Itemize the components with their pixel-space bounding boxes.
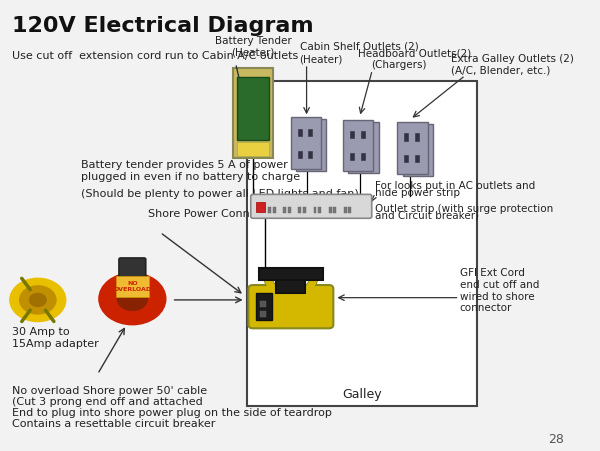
Bar [273,207,276,213]
Text: 28: 28 [548,433,564,446]
Text: Extra Galley Outlets (2): Extra Galley Outlets (2) [451,54,574,64]
Bar [298,151,302,158]
FancyBboxPatch shape [251,194,372,218]
Bar [349,121,379,173]
Bar [233,68,274,158]
Bar [410,135,413,143]
Bar [366,155,370,162]
Bar [303,152,307,160]
Text: 120V Electrical Diagram: 120V Electrical Diagram [11,16,313,36]
Bar [415,133,419,141]
Text: Contains a resettable circuit breaker: Contains a resettable circuit breaker [11,419,215,429]
Text: Cabin Shelf Outlets (2): Cabin Shelf Outlets (2) [299,42,418,52]
Bar [116,276,149,297]
Bar [334,207,336,213]
Bar [256,293,272,320]
Circle shape [29,294,46,306]
Text: NO
OVERLOAD: NO OVERLOAD [113,281,151,291]
Bar [277,277,305,293]
Bar [268,207,271,213]
Bar [344,207,347,213]
Bar [349,207,352,213]
Text: (A/C, Blender, etc.): (A/C, Blender, etc.) [451,65,550,75]
Text: No overload Shore power 50' cable: No overload Shore power 50' cable [11,386,207,396]
Bar [308,129,313,136]
Bar [260,301,266,307]
Bar [350,153,354,160]
Text: End to plug into shore power plug on the side of teardrop: End to plug into shore power plug on the… [11,408,332,418]
FancyBboxPatch shape [119,258,146,279]
Bar [404,155,409,162]
Bar [308,151,313,158]
Bar [415,155,419,162]
Bar [314,152,317,160]
FancyBboxPatch shape [248,285,334,328]
Bar [397,122,428,174]
Bar [366,133,370,140]
Text: and Circuit breaker): and Circuit breaker) [375,211,479,221]
Bar [303,207,306,213]
Bar [355,133,359,140]
Bar [318,207,321,213]
Bar [260,311,266,317]
Text: (Should be plenty to power all LED lights and fan): (Should be plenty to power all LED light… [82,189,359,199]
Text: GFI Ext Cord
end cut off and
wired to shore
connector: GFI Ext Cord end cut off and wired to sh… [460,268,539,313]
Text: (Heater): (Heater) [299,54,343,64]
Bar [355,155,359,162]
Bar [298,129,302,136]
Text: Use cut off  extension cord run to Cabin A/C outlets: Use cut off extension cord run to Cabin … [11,51,298,61]
Bar [296,119,326,171]
Circle shape [117,287,148,310]
Bar [303,131,307,138]
Text: (Chargers): (Chargers) [371,60,427,70]
Bar [314,207,316,213]
Text: (Cut 3 prong end off and attached: (Cut 3 prong end off and attached [11,397,202,407]
Circle shape [99,273,166,325]
Bar [350,131,354,138]
Bar [288,207,291,213]
Circle shape [10,278,66,322]
Bar [314,131,317,138]
Text: Shore Power Connector: Shore Power Connector [148,209,279,219]
Bar [361,153,365,160]
Bar [403,124,433,175]
Text: Galley: Galley [343,388,382,401]
Text: 30 Amp to
15Amp adapter: 30 Amp to 15Amp adapter [11,327,98,349]
Bar [291,117,321,169]
Bar [404,133,409,141]
Bar [420,135,424,143]
Bar [238,142,269,156]
Bar [329,207,332,213]
Text: Battery Tender
(Heater): Battery Tender (Heater) [215,36,292,58]
Bar [343,120,373,171]
Bar [420,157,424,165]
Bar [361,131,365,138]
Text: Headboard Outlets(2): Headboard Outlets(2) [358,49,471,59]
Bar [283,207,286,213]
Circle shape [20,286,56,314]
Bar [259,268,323,280]
Bar [247,81,477,406]
Bar [298,207,301,213]
Text: Battery tender provides 5 A of power when
plugged in even if no battery to charg: Battery tender provides 5 A of power whe… [82,160,322,182]
Bar [410,157,413,165]
Text: Outlet strip (with surge protection: Outlet strip (with surge protection [375,204,553,214]
Text: hide power strip: hide power strip [375,188,460,198]
Bar [256,202,265,212]
Bar [238,77,269,140]
Text: For looks put in AC outlets and: For looks put in AC outlets and [375,181,535,191]
